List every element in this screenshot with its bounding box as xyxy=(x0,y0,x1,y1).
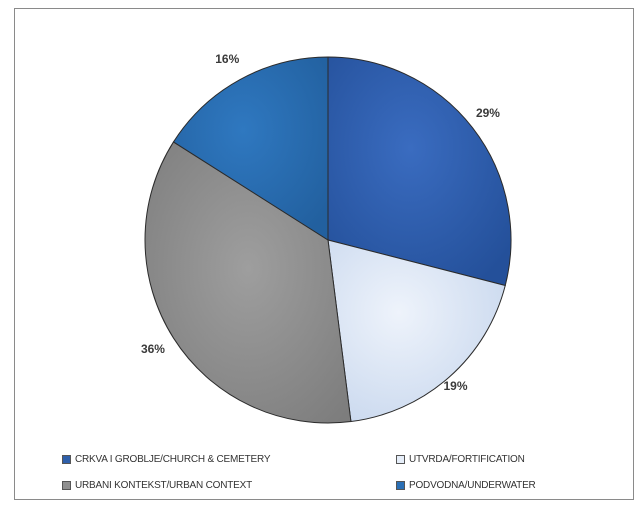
legend-item-underwater: PODVODNA/UNDERWATER xyxy=(396,480,536,491)
legend-item-church: CRKVA I GROBLJE/CHURCH & CEMETERY xyxy=(62,454,270,465)
legend-label: CRKVA I GROBLJE/CHURCH & CEMETERY xyxy=(75,454,271,465)
percent-label: 16% xyxy=(215,52,240,67)
slice-fortification xyxy=(327,239,506,423)
legend-label: UTVRDA/FORTIFICATION xyxy=(409,454,525,465)
legend-item-fortification: UTVRDA/FORTIFICATION xyxy=(396,454,525,465)
percent-label: 29% xyxy=(475,106,500,121)
percent-label: 19% xyxy=(443,378,468,393)
percent-label: 36% xyxy=(140,341,165,356)
legend-swatch xyxy=(396,481,405,490)
slice-church-cemetery xyxy=(327,56,512,287)
legend-label: PODVODNA/UNDERWATER xyxy=(409,480,536,491)
legend-swatch xyxy=(62,481,71,490)
legend-item-urban: URBANI KONTEKST/URBAN CONTEXT xyxy=(62,480,252,491)
slice-underwater xyxy=(172,56,329,241)
legend-label: URBANI KONTEKST/URBAN CONTEXT xyxy=(75,480,252,491)
slice-urban-context xyxy=(144,141,352,424)
legend-swatch xyxy=(62,455,71,464)
legend-swatch xyxy=(396,455,405,464)
